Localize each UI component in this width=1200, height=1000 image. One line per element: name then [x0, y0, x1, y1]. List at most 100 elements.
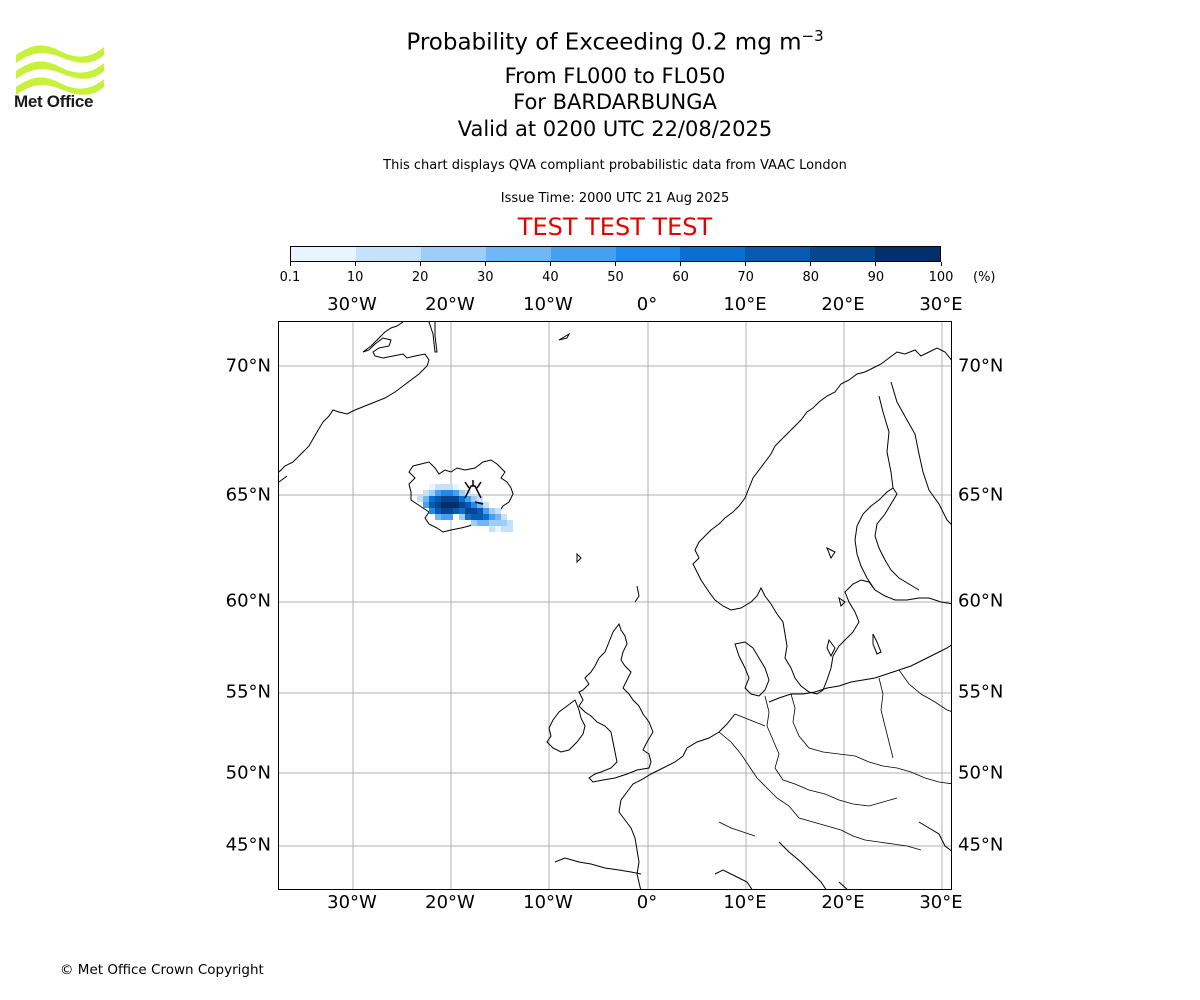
probability-cell	[459, 508, 465, 514]
ireland-coast	[546, 699, 586, 753]
probability-cell	[441, 484, 447, 490]
longitude-label-top: 30°W	[327, 294, 377, 315]
map-panel	[278, 321, 952, 890]
colorbar-tick-mark	[615, 262, 616, 266]
colorbar-tick-label: 60	[672, 270, 689, 285]
probability-cell	[423, 502, 429, 508]
probability-cell	[495, 526, 501, 532]
longitude-label-bottom: 10°E	[723, 892, 767, 913]
colorbar-tick-mark	[354, 262, 356, 266]
volcano-name: For BARDARBUNGA	[513, 90, 717, 114]
longitude-label-bottom: 30°W	[327, 892, 377, 913]
met-office-logo	[16, 45, 104, 95]
probability-cell	[453, 490, 459, 496]
valid-time: Valid at 0200 UTC 22/08/2025	[457, 117, 773, 141]
probability-cell	[435, 514, 441, 520]
probability-cell	[477, 496, 483, 502]
colorbar-tick-label: 90	[867, 270, 885, 285]
longitude-label-bottom: 0°	[636, 892, 658, 913]
probability-cell	[447, 514, 453, 520]
probability-cell	[441, 490, 447, 496]
country-borders	[718, 669, 951, 851]
probability-cell	[495, 514, 501, 520]
met-office-logo-text: Met Office	[14, 92, 94, 111]
colorbar-tick-mark	[875, 262, 877, 266]
probability-cell	[477, 502, 483, 508]
colorbar-tick-label: 70	[737, 270, 754, 285]
chart-title: Probability of Exceeding 0.2 mg m−3	[406, 27, 824, 56]
probability-cell	[453, 508, 459, 514]
colorbar-band	[550, 247, 616, 261]
graticule	[279, 322, 951, 889]
latitude-label-right: 70°N	[958, 355, 1004, 377]
probability-cell	[441, 496, 447, 502]
probability-cell	[435, 490, 441, 496]
colorbar-band	[615, 247, 681, 261]
flight-level-range: From FL000 to FL050	[504, 64, 726, 88]
probability-cell	[429, 508, 435, 514]
probability-cell	[429, 496, 435, 502]
latitude-label-left: 70°N	[225, 355, 271, 377]
probability-cell	[501, 520, 507, 526]
colorbar-band	[810, 247, 876, 261]
probability-cell	[423, 490, 429, 496]
longitude-label-top: 30°E	[919, 294, 963, 315]
colorbar-band	[485, 247, 551, 261]
copyright-notice: © Met Office Crown Copyright	[60, 962, 264, 978]
colorbar-tick-mark	[484, 262, 486, 266]
probability-cell	[459, 502, 465, 508]
probability-cell	[447, 508, 453, 514]
probability-cell	[495, 508, 501, 514]
probability-cell	[459, 496, 465, 502]
probability-cell	[501, 526, 507, 532]
colorbar-tick-label: 10	[346, 270, 364, 285]
probability-cell	[471, 508, 477, 514]
longitude-label-top: 0°	[636, 294, 658, 315]
probability-cell	[489, 526, 495, 532]
colorbar-tick-label: 20	[411, 270, 429, 285]
probability-cell	[501, 514, 507, 520]
colorbar-band	[420, 247, 486, 261]
probability-cell	[489, 520, 495, 526]
probability-cell	[465, 496, 471, 502]
data-source-note: This chart displays QVA compliant probab…	[383, 158, 847, 173]
longitude-label-top: 20°E	[821, 294, 865, 315]
probability-cell	[441, 508, 447, 514]
probability-cell	[483, 520, 489, 526]
colorbar-tick-mark	[419, 262, 421, 266]
probability-cell	[447, 490, 453, 496]
latitude-label-right: 45°N	[958, 834, 1004, 856]
probability-cell	[507, 520, 513, 526]
latitude-label-right: 50°N	[958, 762, 1004, 784]
probability-cell	[507, 526, 513, 532]
issue-time: Issue Time: 2000 UTC 21 Aug 2025	[500, 191, 730, 206]
colorbar-tick-mark	[680, 262, 682, 266]
probability-cell	[477, 520, 483, 526]
great-britain-coast	[578, 622, 654, 783]
probability-cell	[483, 508, 489, 514]
longitude-label-bottom: 10°W	[523, 892, 573, 913]
latitude-label-right: 65°N	[958, 484, 1004, 506]
probability-cell	[441, 502, 447, 508]
probability-cell	[453, 502, 459, 508]
norway-coast	[692, 347, 951, 695]
probability-cell	[417, 496, 423, 502]
longitude-label-bottom: 20°E	[821, 892, 865, 913]
probability-cell	[429, 490, 435, 496]
probability-cell	[435, 484, 441, 490]
probability-cell	[489, 508, 495, 514]
longitude-label-top: 10°W	[523, 294, 573, 315]
colorbar-tick-label: 80	[802, 270, 820, 285]
greenland-coast	[279, 322, 430, 473]
longitude-label-top: 10°E	[723, 294, 767, 315]
probability-cell	[495, 520, 501, 526]
probability-cell	[459, 514, 465, 520]
probability-cell	[483, 514, 489, 520]
longitude-label-top: 20°W	[425, 294, 475, 315]
colorbar-unit: (%)	[973, 270, 996, 285]
probability-cell	[471, 520, 477, 526]
bothnia-coast	[854, 487, 920, 591]
colorbar-band	[875, 247, 941, 261]
longitude-label-bottom: 20°W	[425, 892, 475, 913]
latitude-label-right: 60°N	[958, 590, 1004, 612]
